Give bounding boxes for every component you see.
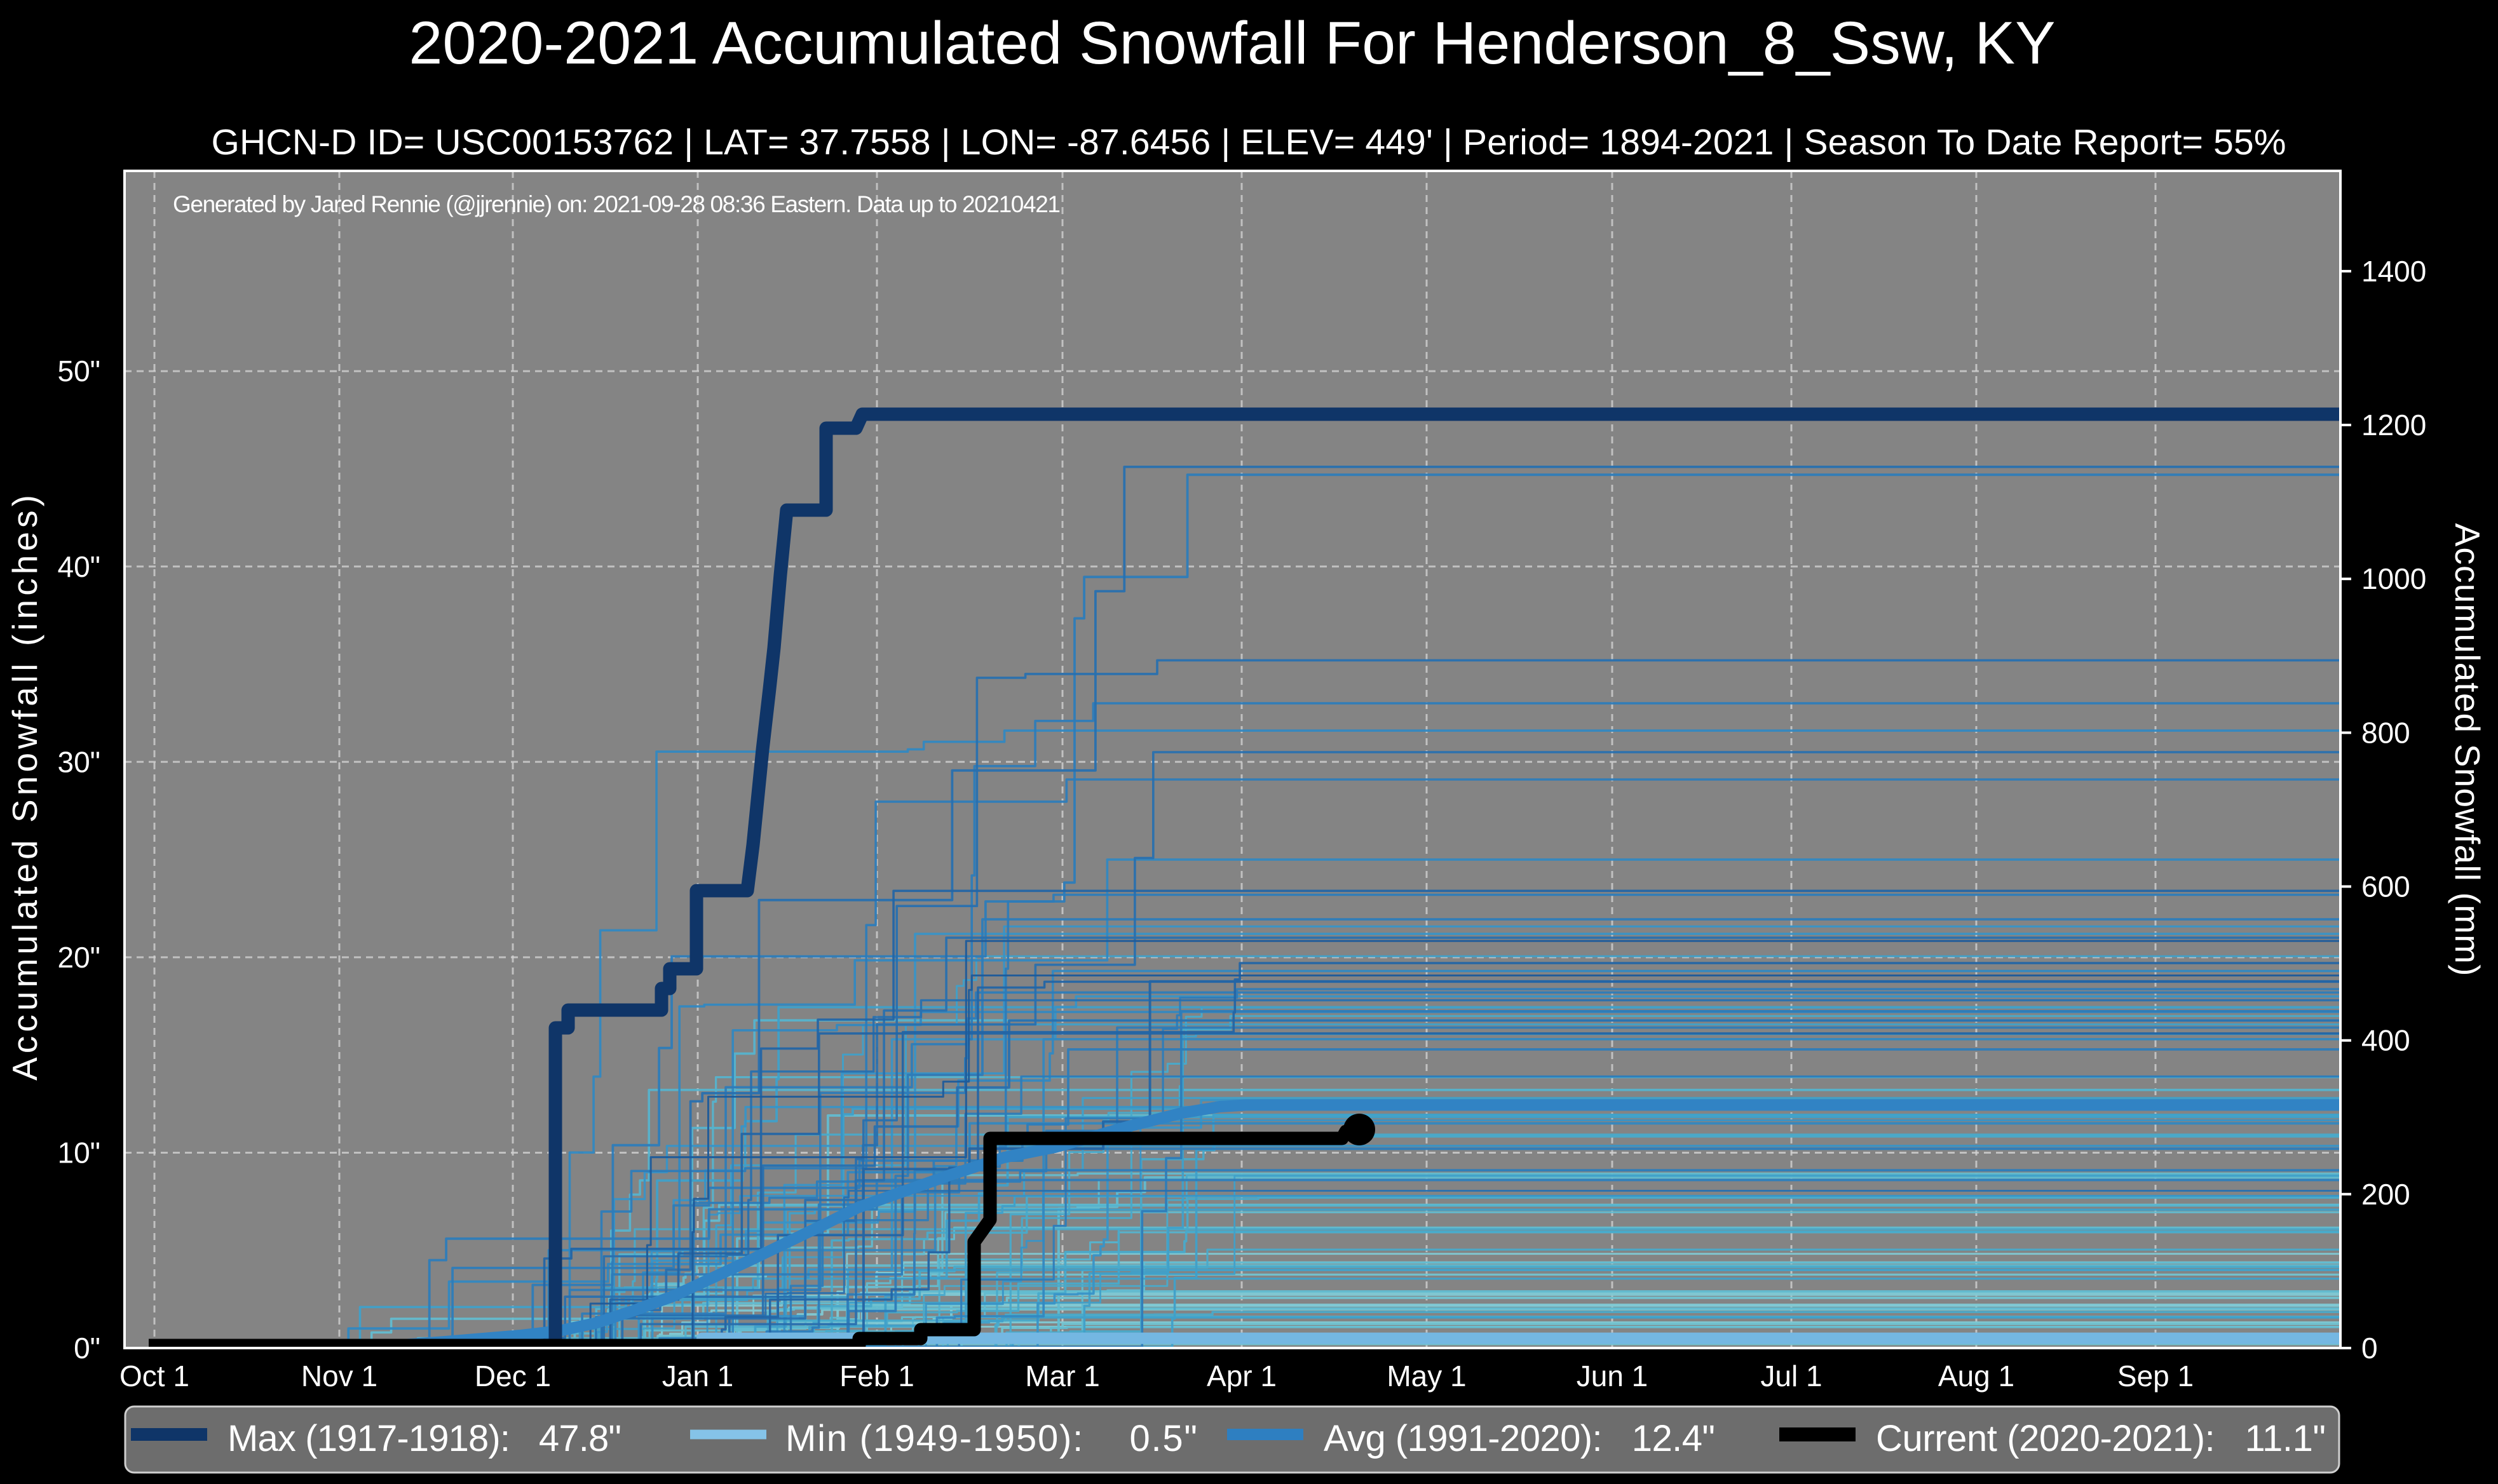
svg-text:200: 200 xyxy=(2361,1178,2410,1211)
svg-text:Jul 1: Jul 1 xyxy=(1760,1359,1822,1393)
svg-text:400: 400 xyxy=(2361,1024,2410,1057)
svg-text:Aug 1: Aug 1 xyxy=(1938,1359,2014,1393)
svg-text:Current (2020-2021): 11.1": Current (2020-2021): 11.1" xyxy=(1876,1418,2326,1459)
svg-text:1000: 1000 xyxy=(2361,562,2426,595)
svg-text:Jun 1: Jun 1 xyxy=(1577,1359,1648,1393)
svg-text:Mar 1: Mar 1 xyxy=(1025,1359,1100,1393)
svg-text:Accumulated Snowfall (mm): Accumulated Snowfall (mm) xyxy=(2448,523,2487,976)
svg-text:Avg (1991-2020): 12.4": Avg (1991-2020): 12.4" xyxy=(1324,1418,1715,1459)
svg-text:Max (1917-1918): 47.8": Max (1917-1918): 47.8" xyxy=(227,1418,621,1459)
svg-text:10": 10" xyxy=(58,1137,101,1170)
svg-text:Feb 1: Feb 1 xyxy=(839,1359,914,1393)
svg-text:Sep 1: Sep 1 xyxy=(2117,1359,2194,1393)
svg-text:1200: 1200 xyxy=(2361,408,2426,442)
svg-text:30": 30" xyxy=(58,745,101,778)
svg-text:Accumulated Snowfall (inches): Accumulated Snowfall (inches) xyxy=(5,495,44,1081)
svg-text:40": 40" xyxy=(58,550,101,583)
svg-text:Oct 1: Oct 1 xyxy=(119,1359,189,1393)
svg-text:800: 800 xyxy=(2361,716,2410,749)
svg-text:Dec 1: Dec 1 xyxy=(475,1359,551,1393)
svg-text:Nov 1: Nov 1 xyxy=(301,1359,377,1393)
svg-text:Generated by Jared Rennie (@jj: Generated by Jared Rennie (@jjrennie) on… xyxy=(173,191,1061,217)
svg-text:Apr 1: Apr 1 xyxy=(1207,1359,1277,1393)
svg-text:0": 0" xyxy=(74,1332,100,1365)
svg-text:1400: 1400 xyxy=(2361,255,2426,288)
svg-text:20": 20" xyxy=(58,941,101,974)
svg-text:0: 0 xyxy=(2361,1332,2378,1365)
svg-text:50": 50" xyxy=(58,354,101,388)
svg-text:2020-2021 Accumulated Snowfall: 2020-2021 Accumulated Snowfall For Hende… xyxy=(409,10,2056,77)
svg-text:600: 600 xyxy=(2361,870,2410,903)
svg-text:Jan 1: Jan 1 xyxy=(662,1359,734,1393)
svg-text:GHCN-D ID= USC00153762 | LAT=: GHCN-D ID= USC00153762 | LAT= 37.7558 | … xyxy=(212,122,2286,163)
svg-text:May 1: May 1 xyxy=(1387,1359,1466,1393)
